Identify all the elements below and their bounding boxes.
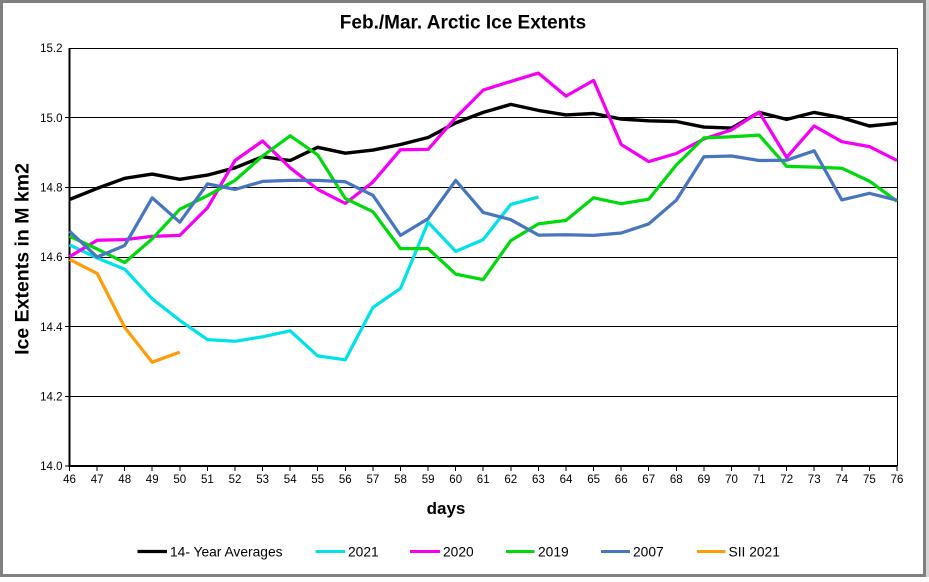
svg-text:51: 51 (201, 474, 214, 486)
svg-text:60: 60 (449, 474, 462, 486)
svg-text:71: 71 (753, 474, 766, 486)
svg-text:74: 74 (835, 474, 848, 486)
svg-text:14.2: 14.2 (40, 392, 62, 404)
svg-text:56: 56 (339, 474, 352, 486)
svg-text:62: 62 (504, 474, 517, 486)
svg-text:64: 64 (560, 474, 573, 486)
svg-text:63: 63 (532, 474, 545, 486)
svg-text:66: 66 (615, 474, 628, 486)
svg-text:2021: 2021 (348, 545, 379, 560)
svg-text:72: 72 (780, 474, 793, 486)
svg-text:15.2: 15.2 (40, 43, 62, 55)
svg-text:14.6: 14.6 (40, 252, 62, 264)
svg-text:57: 57 (367, 474, 380, 486)
svg-text:75: 75 (863, 474, 876, 486)
svg-text:2019: 2019 (538, 545, 569, 560)
svg-text:52: 52 (229, 474, 242, 486)
svg-text:73: 73 (808, 474, 821, 486)
svg-text:days: days (427, 499, 466, 518)
svg-text:2020: 2020 (443, 545, 474, 560)
svg-text:76: 76 (891, 474, 904, 486)
svg-text:15.0: 15.0 (40, 113, 62, 125)
svg-text:46: 46 (63, 474, 76, 486)
svg-text:47: 47 (91, 474, 104, 486)
svg-text:14.0: 14.0 (40, 461, 62, 473)
svg-text:53: 53 (256, 474, 269, 486)
svg-text:2007: 2007 (633, 545, 664, 560)
svg-text:69: 69 (698, 474, 711, 486)
svg-text:14.4: 14.4 (40, 322, 63, 334)
svg-text:Feb./Mar. Arctic Ice Extents: Feb./Mar. Arctic Ice Extents (340, 12, 586, 33)
svg-text:55: 55 (311, 474, 324, 486)
svg-text:54: 54 (284, 474, 297, 486)
svg-text:50: 50 (173, 474, 186, 486)
svg-text:48: 48 (118, 474, 131, 486)
svg-text:68: 68 (670, 474, 683, 486)
svg-text:67: 67 (642, 474, 655, 486)
svg-text:61: 61 (477, 474, 490, 486)
svg-text:65: 65 (587, 474, 600, 486)
svg-text:Ice Extents in M km2: Ice Extents in M km2 (12, 163, 34, 355)
svg-text:14.8: 14.8 (40, 183, 62, 195)
svg-text:14- Year Averages: 14- Year Averages (170, 545, 283, 560)
svg-text:70: 70 (725, 474, 738, 486)
svg-text:58: 58 (394, 474, 407, 486)
svg-text:49: 49 (146, 474, 159, 486)
svg-text:59: 59 (422, 474, 435, 486)
svg-text:SII 2021: SII 2021 (729, 545, 780, 560)
